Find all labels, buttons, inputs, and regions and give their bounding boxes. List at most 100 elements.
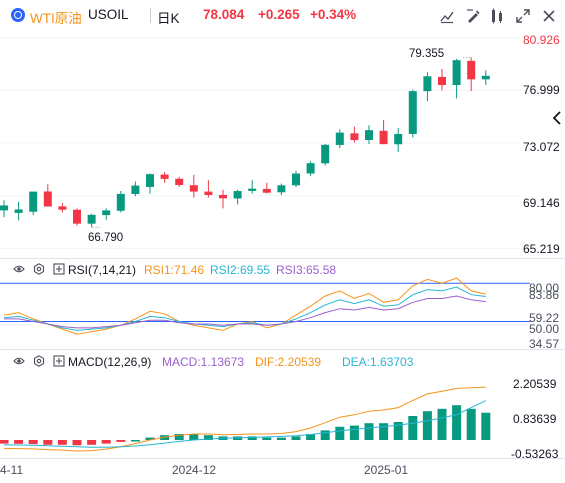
close-icon[interactable] [541, 8, 557, 24]
macd-histogram-bar [408, 416, 418, 440]
rsi2-line [3, 286, 486, 331]
macd-histogram-bar [276, 437, 286, 440]
macd-histogram-bar [452, 405, 462, 440]
rsi-axis-tick: 59.22 [529, 311, 560, 325]
macd-histogram-bar [0, 440, 9, 444]
candle-body [394, 133, 403, 145]
rsi-axis-tick: 80.00 [529, 281, 560, 295]
macd-histogram-bar [14, 440, 24, 444]
candle-body [131, 185, 140, 195]
macd-axis-tick: 0.83639 [513, 412, 557, 426]
macd-histogram-bar [72, 440, 82, 446]
price-change-percent: +0.34% [310, 7, 357, 22]
symbol-name[interactable]: WTI原油 [30, 11, 82, 26]
macd-histogram-bar [28, 440, 38, 445]
macd-histogram-bar [437, 408, 447, 440]
dif-value: DIF:2.20539 [255, 355, 322, 369]
indicator-box-icon[interactable] [53, 263, 65, 278]
dif-line [3, 386, 486, 452]
rsi-axis-tick: 50.00 [529, 322, 560, 336]
header-divider [150, 8, 151, 23]
macd-axis-tick: 2.20539 [513, 377, 557, 391]
dea-line [3, 400, 487, 448]
candle-body [292, 173, 300, 186]
macd-histogram-bar [116, 440, 126, 442]
drawing-tool-icon[interactable] [465, 8, 481, 24]
symbol-code[interactable]: USOIL [88, 7, 129, 22]
candle-body [335, 132, 344, 145]
candlestick-chart[interactable] [0, 30, 565, 258]
visibility-eye-icon[interactable] [13, 355, 25, 370]
macd-histogram-bar [393, 422, 403, 440]
macd-histogram-bar [422, 411, 432, 440]
rsi2-value: RSI2:69.55 [210, 263, 271, 277]
candle-body [467, 60, 476, 80]
macd-histogram-bar [335, 426, 345, 440]
macd-title: MACD(12,26,9) [68, 355, 152, 369]
scroll-left-icon[interactable] [550, 110, 564, 126]
macd-histogram-bar [57, 440, 67, 445]
price-axis-tick: 65.219 [523, 242, 560, 256]
macd-histogram-bar [87, 440, 97, 445]
symbol-logo-icon [11, 8, 25, 22]
macd-histogram-bar [466, 408, 476, 440]
macd-histogram-bar [130, 440, 140, 442]
time-axis-tick: 4-11 [0, 463, 24, 477]
rsi1-line [3, 277, 486, 335]
indicator-box-icon[interactable] [53, 355, 65, 370]
macd-histogram-bar [189, 434, 199, 440]
candle-body [219, 194, 227, 199]
macd-histogram-bar [481, 412, 491, 440]
time-axis-tick: 2025-01 [364, 463, 409, 477]
candle-body [175, 178, 184, 186]
dea-value: DEA:1.63703 [342, 355, 414, 369]
time-axis-border [0, 458, 565, 459]
candle-body [408, 91, 417, 134]
indicator-settings-icon[interactable] [439, 8, 455, 24]
fullscreen-icon[interactable] [515, 8, 531, 24]
settings-gear-icon[interactable] [33, 263, 45, 278]
low-price-label: 66.790 [88, 232, 124, 244]
interval-selector[interactable]: 日K [157, 11, 180, 26]
macd-histogram-bar [101, 440, 111, 444]
candle-body [350, 133, 359, 141]
macd-histogram-bar [379, 423, 389, 440]
settings-gear-icon[interactable] [33, 355, 45, 370]
candle-body [365, 130, 373, 140]
rsi-axis-tick: 83.86 [529, 288, 560, 302]
price-axis-tick: 76.999 [523, 83, 560, 97]
macd-histogram-bar [203, 435, 213, 440]
pane-divider[interactable] [0, 258, 565, 259]
candle-body [43, 191, 52, 207]
macd-legend: MACD(12,26,9) MACD:1.13673 DIF:2.20539 D… [0, 352, 565, 372]
price-axis-tick: 73.072 [523, 140, 560, 154]
object-tree-icon[interactable] [489, 8, 505, 24]
macd-chart[interactable] [0, 350, 565, 458]
macd-histogram-bar [174, 434, 184, 440]
candle-body [160, 174, 169, 179]
candle-body [452, 60, 461, 85]
macd-histogram-bar [43, 440, 53, 445]
candle-body [423, 76, 432, 92]
rsi3-line [4, 295, 486, 329]
macd-histogram-bar [320, 430, 330, 440]
candle-body [189, 185, 198, 192]
pane-divider[interactable] [0, 349, 565, 350]
candle-body [14, 209, 23, 213]
candle-body [204, 191, 213, 195]
candle-body [248, 188, 257, 191]
rsi3-value: RSI3:65.58 [276, 263, 337, 277]
high-price-label: 79.355 [409, 48, 445, 60]
candle-body [481, 75, 490, 80]
candle-body [29, 191, 38, 212]
candle-body [277, 185, 286, 193]
chart-header: WTI原油 USOIL 日K 78.084 +0.265 +0.34% [0, 0, 565, 30]
candle-body [146, 174, 154, 187]
rsi-chart[interactable] [0, 259, 565, 349]
candle-body [116, 193, 125, 211]
visibility-eye-icon[interactable] [13, 263, 25, 278]
time-axis-tick: 2024-12 [172, 463, 217, 477]
price-change: +0.265 [258, 7, 300, 22]
macd-histogram-bar [306, 434, 316, 440]
candle-body [321, 144, 330, 164]
